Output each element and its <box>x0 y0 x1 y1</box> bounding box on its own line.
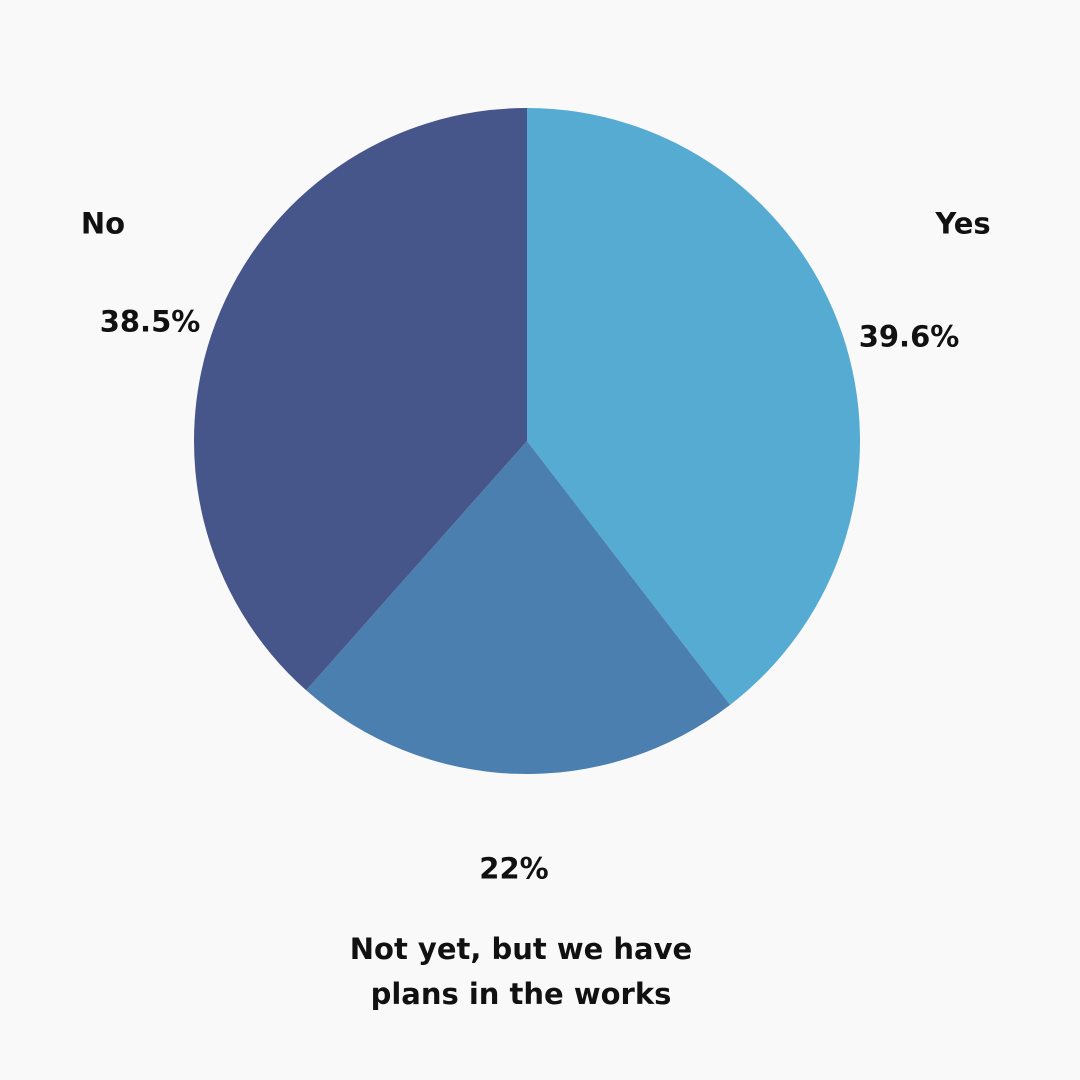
pie-slice <box>194 108 527 691</box>
slice-label: Not yet, but we have plans in the works <box>349 932 693 1011</box>
value-label: 22% <box>479 851 549 886</box>
pie-slice <box>527 108 860 705</box>
slice-label: No <box>80 206 126 241</box>
slice-label: Yes <box>935 206 991 241</box>
pie-slice <box>306 441 731 775</box>
value-label: 39.6% <box>858 319 960 354</box>
value-label: 38.5% <box>99 304 201 339</box>
